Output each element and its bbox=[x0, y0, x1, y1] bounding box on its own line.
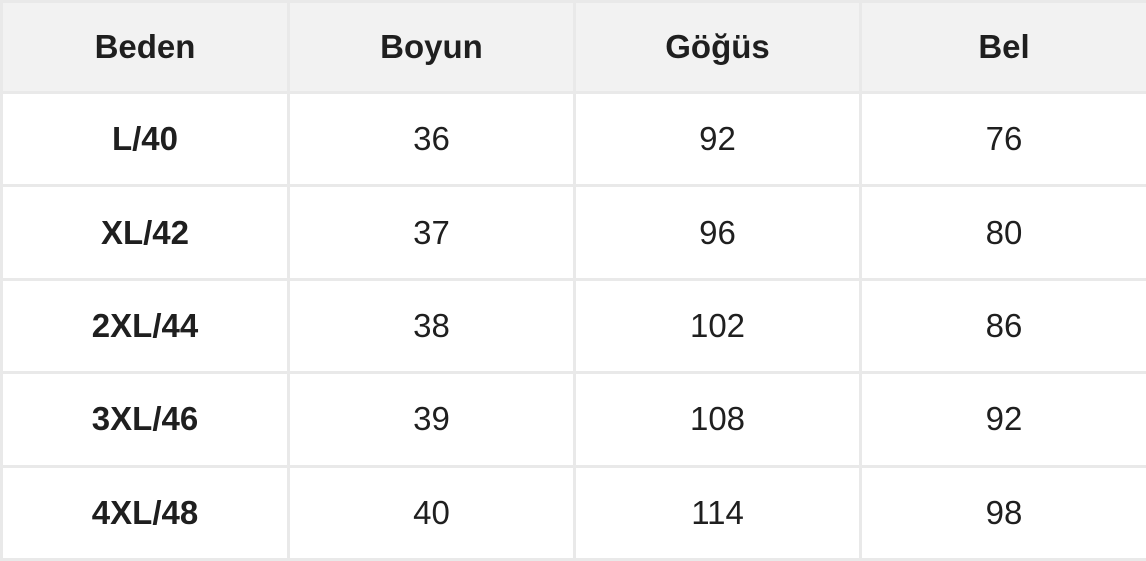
bel-cell: 86 bbox=[859, 277, 1146, 375]
boyun-cell: 37 bbox=[287, 184, 576, 281]
size-cell: L/40 bbox=[0, 90, 290, 188]
table-body: L/40 36 92 76 XL/42 37 96 80 2XL/44 38 1… bbox=[0, 90, 1146, 561]
table-row: L/40 36 92 76 bbox=[0, 90, 1146, 188]
gogus-cell: 96 bbox=[573, 184, 862, 281]
bel-cell: 80 bbox=[859, 184, 1146, 281]
header-gogus: Göğüs bbox=[573, 0, 862, 94]
bel-cell: 76 bbox=[859, 90, 1146, 188]
gogus-cell: 108 bbox=[573, 371, 862, 468]
size-cell: XL/42 bbox=[0, 184, 290, 281]
gogus-cell: 114 bbox=[573, 464, 862, 561]
table-row: 3XL/46 39 108 92 bbox=[0, 371, 1146, 468]
bel-cell: 92 bbox=[859, 371, 1146, 468]
boyun-cell: 38 bbox=[287, 277, 576, 375]
size-cell: 4XL/48 bbox=[0, 464, 290, 561]
table-row: XL/42 37 96 80 bbox=[0, 184, 1146, 281]
header-bel: Bel bbox=[859, 0, 1146, 94]
boyun-cell: 36 bbox=[287, 90, 576, 188]
gogus-cell: 102 bbox=[573, 277, 862, 375]
header-boyun: Boyun bbox=[287, 0, 576, 94]
header-row: Beden Boyun Göğüs Bel bbox=[0, 0, 1146, 94]
gogus-cell: 92 bbox=[573, 90, 862, 188]
boyun-cell: 40 bbox=[287, 464, 576, 561]
size-cell: 3XL/46 bbox=[0, 371, 290, 468]
size-cell: 2XL/44 bbox=[0, 277, 290, 375]
table-header: Beden Boyun Göğüs Bel bbox=[0, 0, 1146, 94]
table-row: 2XL/44 38 102 86 bbox=[0, 277, 1146, 375]
header-beden: Beden bbox=[0, 0, 290, 94]
bel-cell: 98 bbox=[859, 464, 1146, 561]
table-row: 4XL/48 40 114 98 bbox=[0, 464, 1146, 561]
boyun-cell: 39 bbox=[287, 371, 576, 468]
